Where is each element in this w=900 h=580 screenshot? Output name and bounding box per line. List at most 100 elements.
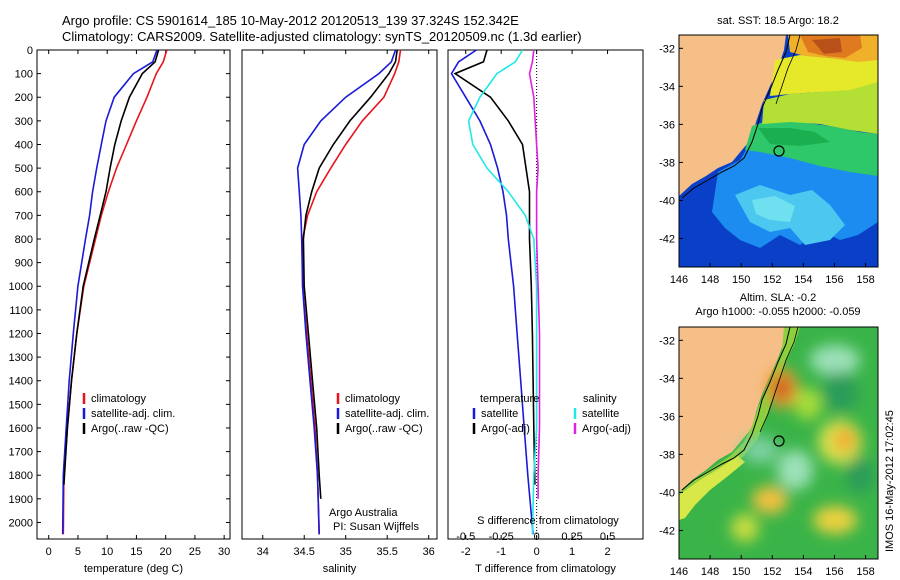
salinity-profile-frame — [241, 49, 438, 540]
salinity-profile-series — [296, 49, 402, 535]
salinity-annotation-1: Argo Australia — [329, 507, 398, 519]
sla-map-axes: 146 148 150 152 154 156 158 -32 -34 -36 -38 -40 -42 — [659, 335, 875, 578]
series-line-argo — [63, 49, 160, 485]
x-tick-label: -1 — [496, 546, 506, 558]
map-x-tick-label: 154 — [794, 274, 812, 286]
map-y-tick-label: -32 — [659, 43, 675, 55]
legend-title-temperature: temperature — [480, 393, 539, 405]
map-y-tick-label: -38 — [659, 449, 675, 461]
y-tick-label: 1800 — [9, 470, 33, 482]
y-tick-label: 1600 — [9, 423, 33, 435]
series-line-satellite-adj-clim- — [296, 49, 397, 535]
map-y-tick-label: -42 — [659, 525, 675, 537]
y-tick-label: 400 — [15, 139, 33, 151]
map-x-tick-label: 150 — [732, 566, 750, 578]
s-tick-label: 0.5 — [600, 531, 615, 543]
y-tick-label: 500 — [15, 163, 33, 175]
sla-float-marker — [773, 435, 785, 447]
legend-label: satellite-adj. clim. — [91, 408, 175, 420]
map-y-tick-label: -40 — [659, 487, 675, 499]
sla-map: Altim. SLA: -0.2 Argo h1000: -0.055 h200… — [659, 292, 879, 578]
legend-label: Argo(..raw -QC) — [91, 423, 169, 435]
series-line-climatology — [301, 49, 402, 535]
difference-profile-frame — [447, 49, 644, 540]
y-tick-label: 1700 — [9, 447, 33, 459]
x-tick-label: -2 — [461, 546, 471, 558]
map-y-tick-label: -42 — [659, 233, 675, 245]
s-tick-label: -0.5 — [456, 531, 475, 543]
map-x-tick-label: 152 — [763, 274, 781, 286]
series-line-argo — [302, 49, 398, 499]
sst-map-axes: 146 148 150 152 154 156 158 -32 -34 -36 -38 -40 -42 — [659, 43, 875, 286]
series-line-s-satellite — [467, 49, 538, 535]
y-tick-label: 300 — [15, 116, 33, 128]
x-tick-label: 35.5 — [377, 546, 398, 558]
sst-map: sat. SST: 18.5 Argo: 18.2 146 148 150 152 15… — [659, 15, 879, 286]
y-tick-label: 0 — [27, 45, 33, 57]
map-y-tick-label: -38 — [659, 157, 675, 169]
y-tick-label: 1000 — [9, 281, 33, 293]
map-x-tick-label: 158 — [856, 566, 874, 578]
map-x-tick-label: 146 — [670, 566, 688, 578]
map-x-tick-label: 156 — [825, 566, 843, 578]
s-difference-label: S difference from climatology — [477, 515, 619, 527]
map-y-tick-label: -40 — [659, 195, 675, 207]
legend-label: Argo(-adj) — [582, 423, 631, 435]
legend-label: satellite — [481, 408, 518, 420]
s-tick-label: -0.25 — [489, 531, 514, 543]
sst-map-title: sat. SST: 18.5 Argo: 18.2 — [717, 15, 839, 27]
salinity-profile-xlabel: salinity — [323, 563, 357, 575]
map-y-tick-label: -36 — [659, 411, 675, 423]
y-tick-label: 1200 — [9, 328, 33, 340]
map-y-tick-label: -32 — [659, 335, 675, 347]
x-tick-label: 2 — [604, 546, 610, 558]
map-x-tick-label: 150 — [732, 274, 750, 286]
y-tick-label: 600 — [15, 187, 33, 199]
legend-label: climatology — [345, 393, 401, 405]
map-y-tick-label: -34 — [659, 81, 675, 93]
x-tick-label: 0 — [534, 546, 540, 558]
series-line-t-satellite — [450, 49, 534, 535]
x-tick-label: 34.5 — [294, 546, 315, 558]
temperature-profile-xlabel: temperature (deg C) — [84, 563, 183, 575]
s-tick-label: 0 — [534, 531, 540, 543]
temperature-panel: 0100200300400500600700800900100011001200… — [9, 45, 231, 575]
temperature-profile-series — [61, 49, 168, 535]
legend-label: satellite — [582, 408, 619, 420]
map-x-tick-label: 156 — [825, 274, 843, 286]
difference-panel: -2 -1 0 1 2 T difference from climatology -0.5… — [447, 49, 644, 575]
x-tick-label: 5 — [75, 546, 81, 558]
y-tick-label: 1900 — [9, 494, 33, 506]
map-x-tick-label: 152 — [763, 566, 781, 578]
y-tick-label: 2000 — [9, 517, 33, 529]
map-x-tick-label: 146 — [670, 274, 688, 286]
x-tick-label: 10 — [101, 546, 113, 558]
sst-float-marker — [773, 145, 785, 157]
legend-label: Argo(-adj) — [481, 423, 530, 435]
sla-map-title-2: Argo h1000: -0.055 h2000: -0.059 — [695, 306, 860, 318]
figure-title-line1: Argo profile: CS 5901614_185 10-May-2012… — [62, 13, 519, 28]
x-tick-label: 1 — [569, 546, 575, 558]
s-tick-label: 0.25 — [561, 531, 582, 543]
x-tick-label: 15 — [130, 546, 142, 558]
x-tick-label: 25 — [189, 546, 201, 558]
series-line-t-argo-adj- — [453, 49, 536, 485]
y-tick-label: 800 — [15, 234, 33, 246]
y-tick-label: 1300 — [9, 352, 33, 364]
difference-profile-xlabel: T difference from climatology — [475, 563, 616, 575]
y-tick-label: 200 — [15, 92, 33, 104]
series-line-satellite-adj-clim- — [61, 49, 158, 535]
legend-label: climatology — [91, 393, 147, 405]
series-line-s-argo-adj- — [528, 49, 541, 499]
salinity-annotation-2: PI: Susan Wijffels — [333, 521, 419, 533]
legend-label: Argo(..raw -QC) — [345, 423, 423, 435]
y-tick-label: 1400 — [9, 376, 33, 388]
map-x-tick-label: 148 — [701, 274, 719, 286]
sla-map-title-1: Altim. SLA: -0.2 — [740, 292, 816, 304]
map-y-tick-label: -36 — [659, 119, 675, 131]
sst-map-frame — [678, 34, 879, 268]
y-tick-label: 700 — [15, 210, 33, 222]
map-x-tick-label: 154 — [794, 566, 812, 578]
difference-profile-series — [450, 49, 541, 539]
